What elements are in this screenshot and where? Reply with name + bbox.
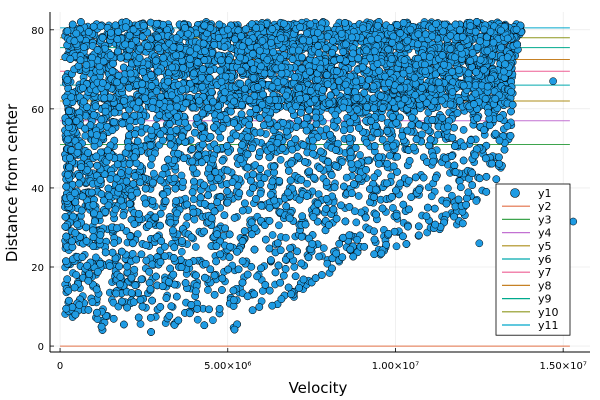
data-point bbox=[392, 242, 401, 251]
data-point bbox=[472, 197, 481, 205]
data-point bbox=[385, 151, 394, 160]
data-point bbox=[149, 169, 158, 178]
data-point bbox=[136, 320, 145, 328]
data-point bbox=[303, 179, 311, 188]
data-point bbox=[177, 171, 186, 180]
data-point bbox=[434, 130, 442, 139]
data-point bbox=[354, 192, 363, 200]
data-point bbox=[444, 184, 452, 193]
data-point bbox=[124, 166, 133, 175]
data-point bbox=[191, 243, 200, 251]
data-point bbox=[459, 126, 468, 134]
data-point bbox=[342, 173, 351, 182]
data-point bbox=[189, 195, 198, 204]
data-point bbox=[315, 252, 323, 261]
data-point bbox=[319, 244, 328, 252]
data-point bbox=[275, 221, 283, 230]
data-point bbox=[282, 233, 290, 242]
data-point bbox=[190, 215, 199, 224]
data-points bbox=[61, 18, 578, 336]
data-point bbox=[276, 155, 285, 164]
data-point bbox=[92, 253, 100, 262]
data-point bbox=[209, 316, 217, 325]
data-point bbox=[209, 183, 217, 192]
data-point bbox=[93, 315, 102, 323]
data-point bbox=[204, 286, 212, 294]
data-point bbox=[177, 247, 186, 256]
data-point bbox=[356, 151, 364, 159]
data-point bbox=[147, 161, 155, 170]
data-point bbox=[352, 218, 361, 227]
data-point bbox=[193, 315, 202, 324]
data-point bbox=[290, 263, 299, 271]
data-point bbox=[334, 139, 342, 148]
data-point bbox=[309, 150, 317, 158]
data-point bbox=[72, 271, 81, 279]
data-point bbox=[268, 231, 277, 239]
data-point bbox=[427, 192, 436, 201]
data-point bbox=[253, 272, 261, 281]
